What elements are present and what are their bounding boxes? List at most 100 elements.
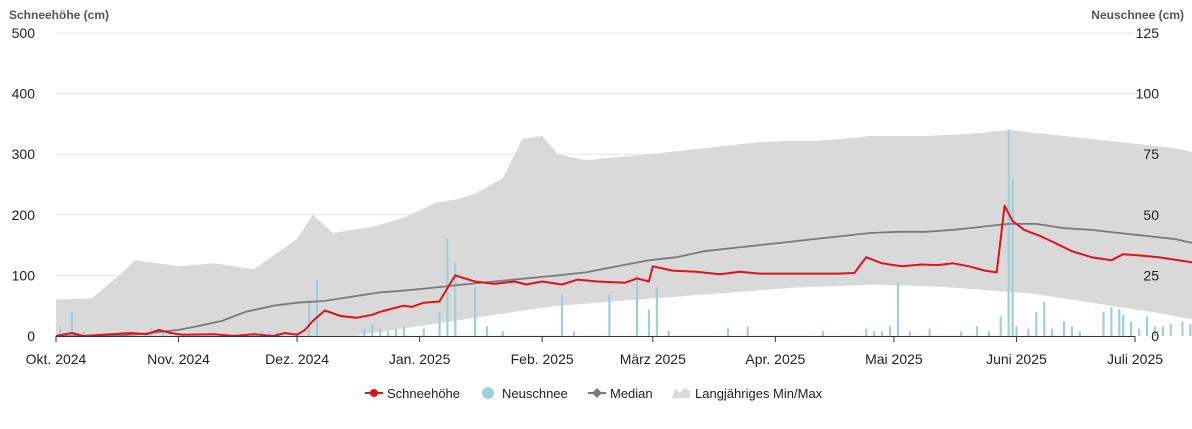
y-right-tick-label: 75 — [1143, 146, 1159, 162]
new-snow-bar[interactable] — [1169, 323, 1172, 336]
y-left-tick-label: 300 — [12, 146, 36, 162]
new-snow-bar[interactable] — [908, 331, 911, 336]
new-snow-bar[interactable] — [315, 280, 319, 336]
new-snow-bar[interactable] — [387, 331, 390, 336]
new-snow-bar[interactable] — [655, 287, 658, 337]
new-snow-bar[interactable] — [667, 331, 670, 336]
new-snow-bar[interactable] — [1161, 326, 1164, 336]
legend-median-marker — [592, 388, 602, 398]
new-snow-bar[interactable] — [896, 282, 900, 336]
new-snow-bar[interactable] — [422, 328, 425, 336]
new-snow-bar[interactable] — [1007, 130, 1010, 336]
new-snow-bar[interactable] — [975, 326, 979, 336]
new-snow-bar[interactable] — [928, 328, 931, 336]
new-snow-bar[interactable] — [1130, 321, 1133, 337]
legend-snow-depth-label: Schneehöhe — [387, 386, 460, 401]
legend-item-median[interactable]: Median — [588, 386, 653, 401]
y-right-tick-label: 50 — [1143, 207, 1159, 223]
x-tick-label: Mai 2025 — [865, 351, 923, 367]
legend: Schneehöhe Neuschnee Median Langjähriges… — [365, 386, 823, 401]
new-snow-bar[interactable] — [889, 326, 892, 336]
new-snow-bar[interactable] — [873, 331, 876, 336]
x-tick-label: Dez. 2024 — [265, 351, 329, 367]
x-tick-label: Feb. 2025 — [511, 351, 574, 367]
new-snow-bar[interactable] — [636, 275, 639, 336]
y-left-tick-label: 200 — [12, 207, 36, 223]
x-tick-label: März 2025 — [620, 351, 686, 367]
new-snow-bar[interactable] — [1035, 311, 1038, 336]
legend-item-snow-depth[interactable]: Schneehöhe — [365, 386, 460, 401]
x-tick-label: Juni 2025 — [986, 351, 1047, 367]
new-snow-bar[interactable] — [308, 299, 311, 336]
new-snow-bar[interactable] — [608, 294, 611, 336]
new-snow-bar[interactable] — [363, 328, 366, 336]
legend-snow-depth-marker — [370, 389, 378, 397]
new-snow-bar[interactable] — [438, 311, 441, 336]
new-snow-bar[interactable] — [1078, 331, 1081, 336]
new-snow-bar[interactable] — [485, 326, 488, 336]
minmax-area-series — [56, 130, 1192, 336]
new-snow-bar[interactable] — [260, 331, 263, 336]
median-line-series — [56, 222, 1192, 337]
x-tick-label: Jan. 2025 — [389, 351, 451, 367]
legend-minmax-swatch — [672, 388, 690, 398]
new-snow-bar[interactable] — [1118, 309, 1121, 336]
snow-depth-line[interactable] — [55, 204, 1192, 337]
new-snow-bar[interactable] — [1043, 302, 1046, 336]
new-snow-bar[interactable] — [1027, 328, 1030, 336]
snow-depth-line-series — [55, 204, 1192, 337]
new-snow-bar[interactable] — [1181, 321, 1184, 337]
new-snow-bar[interactable] — [379, 328, 382, 336]
new-snow-bar[interactable] — [1051, 328, 1054, 336]
legend-new-snow-marker — [482, 387, 494, 399]
new-snow-bar[interactable] — [161, 331, 164, 336]
new-snow-bar[interactable] — [501, 331, 504, 336]
new-snow-bar[interactable] — [1110, 306, 1113, 336]
new-snow-bar[interactable] — [70, 311, 73, 336]
new-snow-bar[interactable] — [454, 263, 457, 336]
new-snow-bar[interactable] — [59, 326, 62, 336]
new-snow-bar[interactable] — [726, 328, 730, 336]
x-tick-label: Nov. 2024 — [147, 351, 210, 367]
legend-item-new-snow[interactable]: Neuschnee — [482, 386, 568, 401]
new-snow-bar[interactable] — [1189, 323, 1192, 336]
new-snow-bar[interactable] — [371, 323, 374, 336]
new-snow-bar[interactable] — [268, 331, 271, 336]
new-snow-bar[interactable] — [560, 294, 564, 336]
new-snow-bar[interactable] — [402, 326, 405, 336]
new-snow-bar[interactable] — [746, 326, 749, 336]
new-snow-bar[interactable] — [394, 328, 398, 336]
x-tick-label: Juli 2025 — [1107, 351, 1163, 367]
y-right-tick-label: 25 — [1143, 267, 1159, 283]
new-snow-bar[interactable] — [1062, 321, 1066, 337]
new-snow-bar[interactable] — [572, 331, 575, 336]
legend-median-label: Median — [610, 386, 653, 401]
median-line[interactable] — [56, 222, 1192, 337]
new-snow-bar[interactable] — [1122, 314, 1125, 336]
new-snow-bar[interactable] — [1145, 316, 1149, 336]
new-snow-bar[interactable] — [647, 309, 651, 336]
new-snow-bar[interactable] — [1138, 328, 1141, 336]
new-snow-bar[interactable] — [1102, 311, 1105, 336]
new-snow-bar[interactable] — [474, 287, 477, 337]
y-right-tick-label: 0 — [1151, 328, 1159, 344]
y-left-tick-label: 400 — [12, 86, 36, 102]
minmax-area — [56, 130, 1192, 336]
x-tick-label: Okt. 2024 — [26, 351, 87, 367]
new-snow-bar[interactable] — [881, 331, 884, 336]
new-snow-bar[interactable] — [821, 331, 824, 336]
new-snow-bar[interactable] — [1011, 178, 1014, 336]
new-snow-bar[interactable] — [82, 331, 85, 336]
y-right-tick-label: 100 — [1136, 86, 1160, 102]
new-snow-bar[interactable] — [1070, 326, 1073, 336]
new-snow-bar[interactable] — [1153, 326, 1156, 336]
new-snow-bar[interactable] — [1015, 326, 1018, 336]
x-tick-label: Apr. 2025 — [745, 351, 805, 367]
new-snow-bar[interactable] — [960, 331, 963, 336]
new-snow-bar[interactable] — [865, 328, 868, 336]
new-snow-bar[interactable] — [987, 331, 990, 336]
new-snow-bar[interactable] — [999, 316, 1002, 336]
legend-item-minmax[interactable]: Langjähriges Min/Max — [672, 386, 823, 401]
new-snow-bar[interactable] — [276, 331, 279, 336]
